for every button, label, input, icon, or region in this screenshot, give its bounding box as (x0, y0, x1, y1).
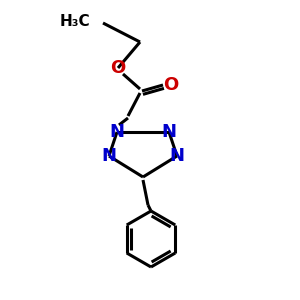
Text: N: N (110, 123, 124, 141)
Text: O: O (110, 59, 126, 77)
Text: N: N (101, 147, 116, 165)
Text: H₃C: H₃C (59, 14, 90, 29)
Text: O: O (164, 76, 178, 94)
Text: N: N (169, 147, 184, 165)
Text: N: N (161, 123, 176, 141)
